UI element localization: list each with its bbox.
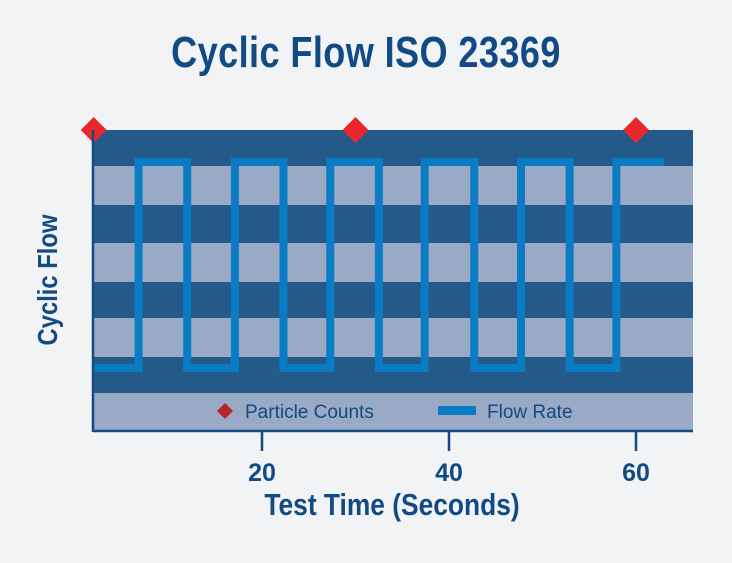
grid-band (93, 243, 693, 282)
grid-band (93, 318, 693, 357)
x-tick-label: 20 (248, 459, 276, 487)
legend-particle-counts-label: Particle Counts (245, 402, 374, 423)
chart-title: Cyclic Flow ISO 23369 (171, 28, 561, 77)
x-tick-label: 40 (435, 459, 463, 487)
x-axis-label: Test Time (Seconds) (264, 487, 520, 522)
particle-count-marker (342, 117, 369, 143)
particle-count-marker (623, 117, 649, 143)
legend-flow-rate-swatch (438, 406, 476, 415)
grid-band (93, 166, 693, 205)
flow-rate-line (93, 158, 665, 372)
legend-band (93, 393, 693, 430)
legend-flow-rate-label: Flow Rate (487, 402, 573, 423)
x-tick-label: 60 (622, 459, 650, 487)
legend-particle-counts-marker (217, 403, 233, 419)
